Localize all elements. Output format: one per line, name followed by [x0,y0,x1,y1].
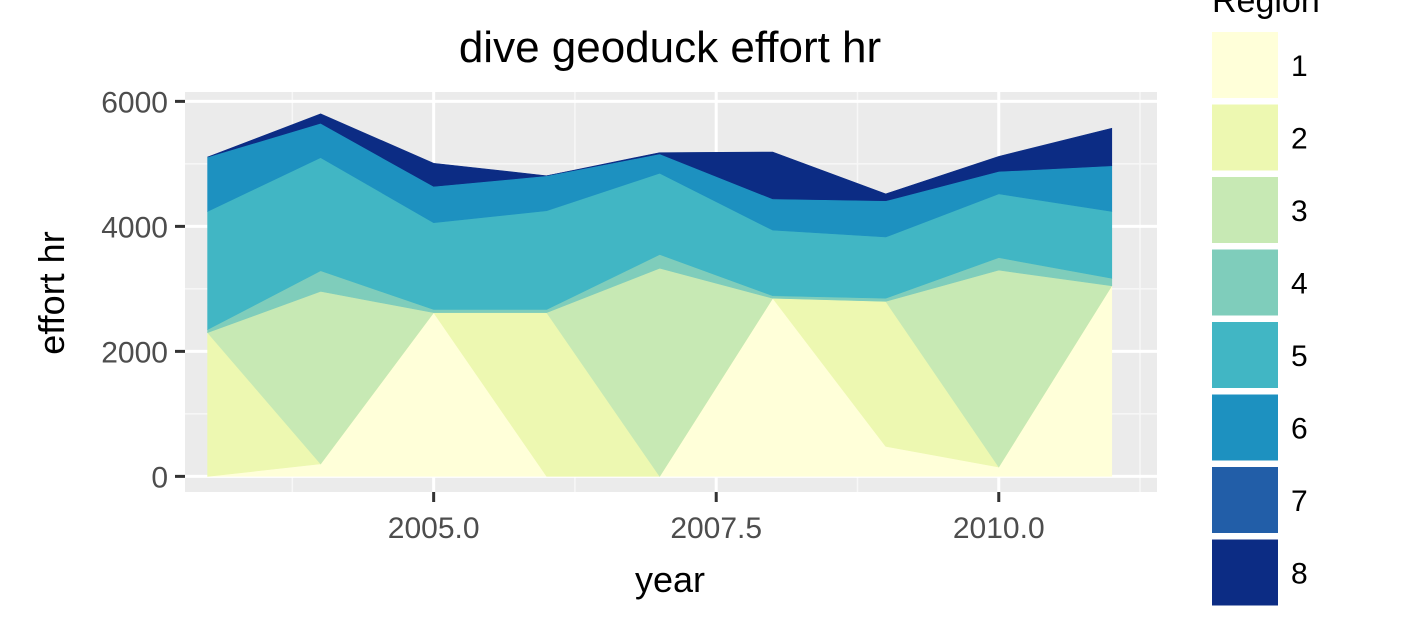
legend-key-region-1 [1210,30,1280,100]
legend-key-region-3 [1210,175,1280,245]
y-tick-label: 6000 [101,86,168,119]
area-region-8 [207,113,1113,202]
legend-key-region-4 [1210,247,1280,318]
chart-title: dive geoduck effort hr [459,23,881,72]
legend: 1 2 3 4 5 6 7 8 [1210,30,1308,608]
legend-key-region-5 [1210,320,1280,390]
legend-label-region-4: 4 [1291,268,1308,301]
area-series-group [207,113,1113,477]
legend-label-region-6: 6 [1291,413,1308,446]
legend-key-region-7 [1210,465,1280,535]
legend-label-region-8: 8 [1291,558,1308,591]
x-tick-label: 2007.5 [670,512,762,545]
x-tick-label: 2005.0 [388,512,480,545]
legend-label-region-5: 5 [1291,340,1308,373]
y-tick-label: 0 [151,461,168,494]
legend-title: Region [1212,0,1320,20]
legend-key-region-6 [1210,392,1280,463]
legend-label-region-1: 1 [1291,50,1308,83]
y-tick-label: 4000 [101,211,168,244]
y-axis-label: effort hr [31,231,72,354]
legend-key-region-8 [1210,537,1280,608]
x-tick-label: 2010.0 [953,512,1045,545]
axes-group: 0 2000 4000 6000 2005.0 2007.5 2010.0 [101,86,1044,545]
legend-label-region-2: 2 [1291,123,1308,156]
y-tick-label: 2000 [101,336,168,369]
legend-label-region-7: 7 [1291,485,1308,518]
x-axis-label: year [635,559,705,600]
legend-label-region-3: 3 [1291,195,1308,228]
legend-key-region-2 [1210,102,1280,173]
